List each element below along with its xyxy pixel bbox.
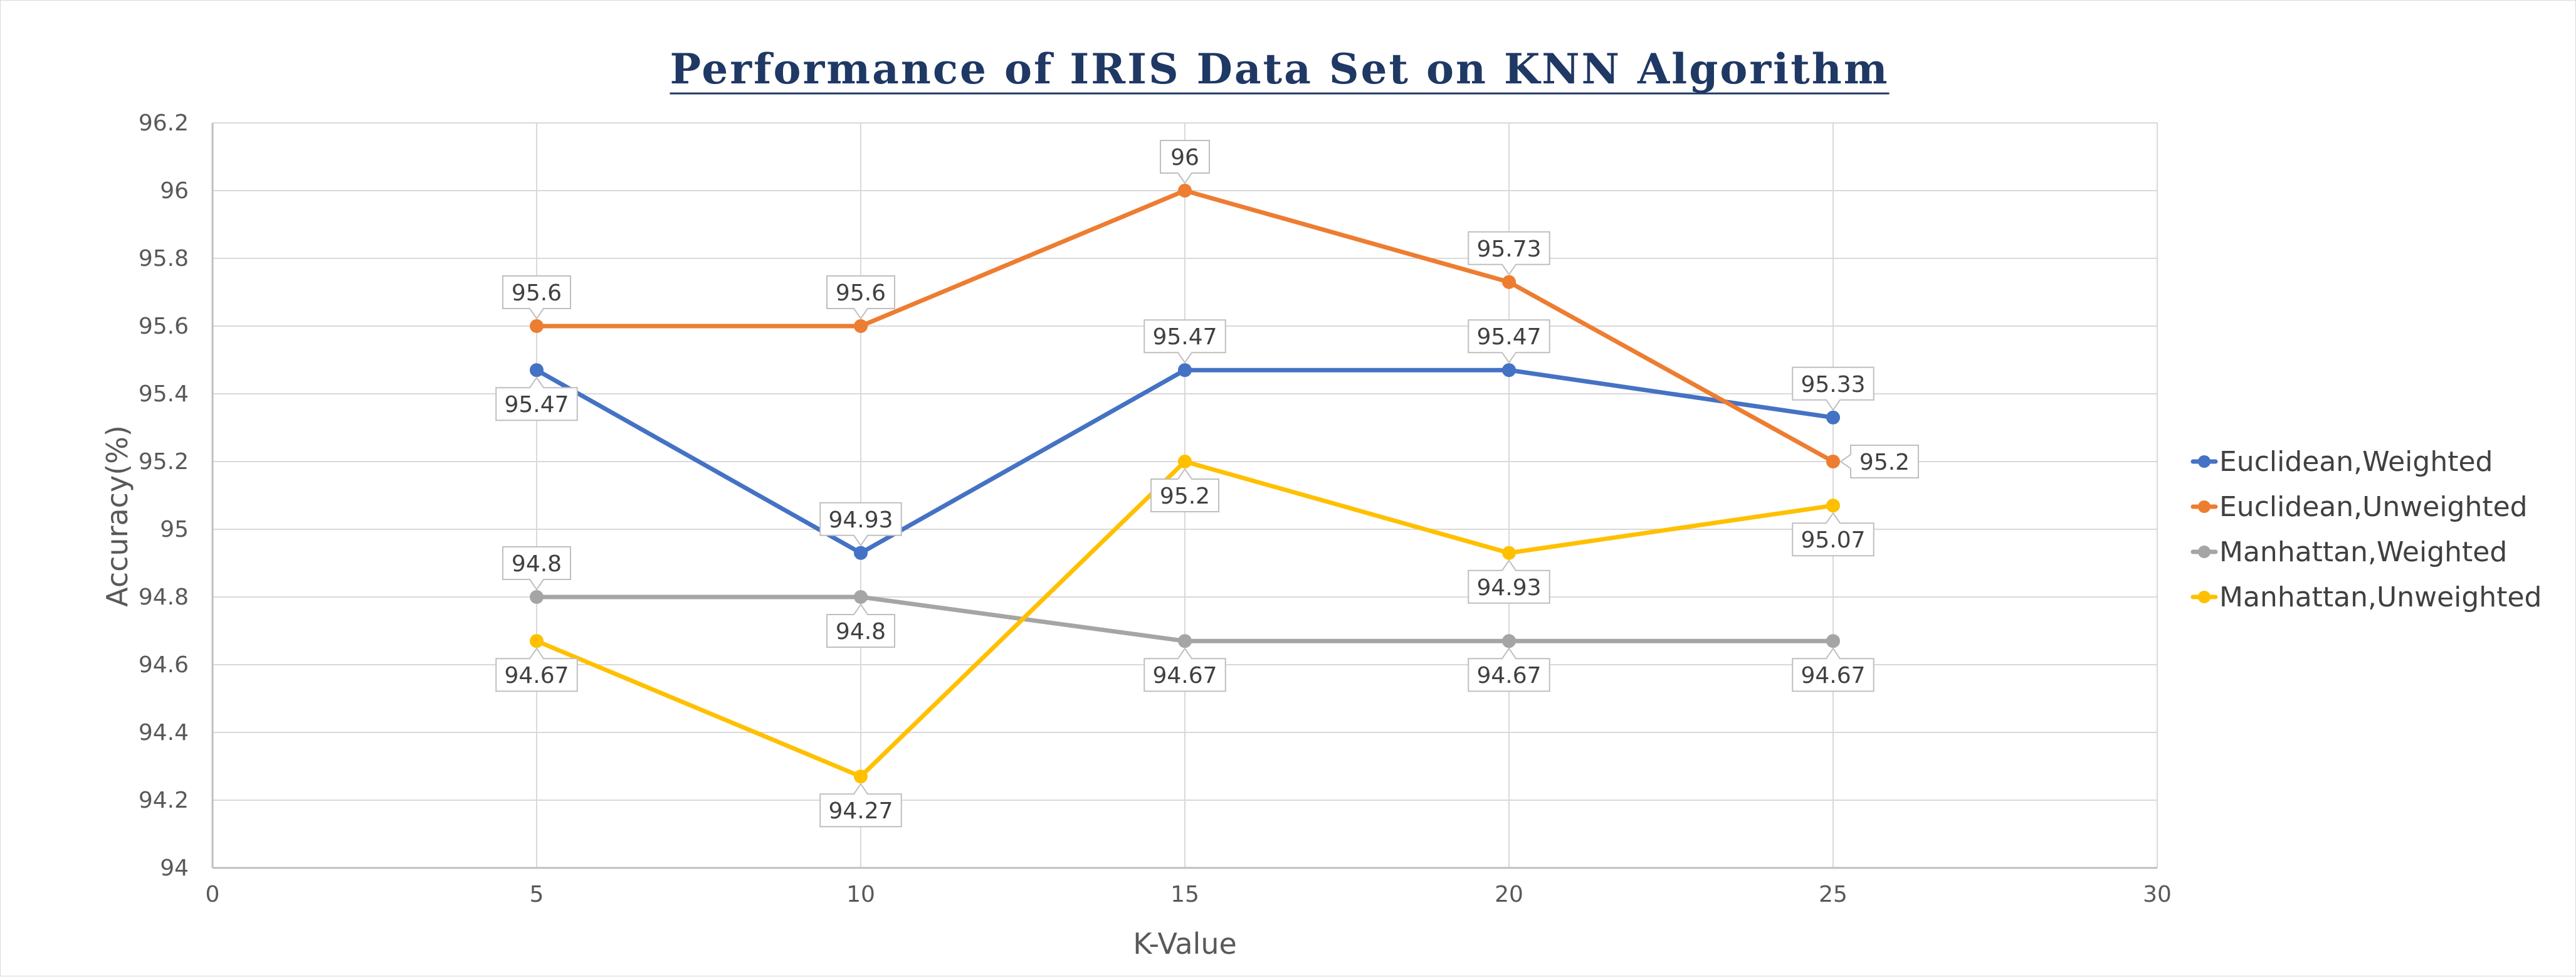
- series-lines: [530, 184, 1840, 784]
- data-label-box: [1468, 647, 1550, 692]
- data-label: 95.2: [1160, 483, 1210, 509]
- data-label-box: [826, 275, 895, 320]
- data-point: [530, 363, 544, 378]
- data-point: [1502, 363, 1516, 378]
- y-tick-label: 94.8: [139, 584, 189, 610]
- x-tick-label: 5: [530, 882, 544, 907]
- legend-marker: [2198, 591, 2211, 603]
- data-point: [854, 546, 868, 560]
- data-label-box: [1792, 647, 1874, 692]
- y-tick-label: 94.2: [139, 788, 189, 813]
- data-point: [854, 769, 868, 784]
- data-label-box: [1160, 140, 1210, 184]
- data-label-box: [1468, 319, 1550, 364]
- data-label-box: [1150, 468, 1219, 512]
- data-label-box: [1468, 559, 1550, 604]
- x-tick-label: 15: [1170, 882, 1199, 907]
- data-label: 94.67: [1801, 663, 1865, 689]
- data-label: 94.67: [1152, 663, 1217, 689]
- data-label: 95.47: [1152, 324, 1217, 350]
- data-point: [1826, 410, 1840, 425]
- legend-label: Manhattan,Unweighted: [2219, 581, 2542, 613]
- data-point: [1178, 184, 1192, 198]
- data-label-box: [819, 783, 902, 828]
- data-point: [530, 634, 544, 648]
- data-label: 95.47: [504, 392, 569, 418]
- legend-label: Euclidean,Weighted: [2219, 446, 2493, 478]
- data-label-box: [495, 376, 578, 421]
- y-tick-label: 95: [160, 517, 189, 542]
- data-point: [1178, 455, 1192, 468]
- data-label: 94.67: [504, 663, 569, 689]
- legend-marker: [2198, 455, 2211, 468]
- x-tick-label: 20: [1495, 882, 1523, 907]
- data-label: 95.47: [1476, 324, 1541, 350]
- data-label-box: [1792, 366, 1874, 411]
- x-tick-label: 10: [846, 882, 875, 907]
- data-label: 95.6: [512, 280, 562, 306]
- x-axis-title: K-Value: [1133, 927, 1237, 961]
- data-label: 95.6: [836, 280, 886, 306]
- data-point: [1502, 275, 1516, 289]
- legend-label: Euclidean,Unweighted: [2219, 491, 2528, 523]
- data-label-box: [1143, 319, 1226, 364]
- data-label: 94.8: [512, 551, 562, 577]
- y-tick-label: 94.6: [139, 652, 189, 678]
- x-tick-label: 25: [1819, 882, 1848, 907]
- data-label-box: [1468, 231, 1550, 276]
- data-point: [1826, 634, 1840, 648]
- data-label-box: [826, 603, 895, 648]
- data-point: [1502, 634, 1516, 648]
- y-tick-label: 95.4: [139, 381, 189, 407]
- x-tick-label: 0: [206, 882, 220, 907]
- data-point: [854, 590, 868, 604]
- data-label-box: [819, 502, 902, 547]
- legend: Euclidean,Weighted Euclidean,Unweighted Ma…: [2190, 446, 2542, 613]
- data-label: 94.93: [828, 507, 893, 533]
- data-label: 94.8: [836, 619, 886, 645]
- x-tick-label: 30: [2143, 882, 2172, 907]
- legend-marker: [2198, 500, 2211, 513]
- data-point: [1826, 455, 1840, 468]
- y-tick-label: 96.2: [139, 110, 189, 136]
- data-label-box: [502, 546, 571, 591]
- data-label: 95.33: [1801, 372, 1865, 398]
- data-labels: 95.47 94.93 95.47 95.47 95.33 95.6 95.6 96 95.73…: [495, 140, 1919, 828]
- data-label: 94.67: [1476, 663, 1541, 689]
- y-tick-label: 95.2: [139, 449, 189, 475]
- data-label: 94.93: [1476, 575, 1541, 601]
- data-point: [854, 319, 868, 333]
- y-tick-label: 94: [160, 855, 189, 881]
- chart-title: Performance of IRIS Data Set on KNN Algo…: [670, 45, 1889, 93]
- data-label-box: [495, 647, 578, 692]
- y-tick-label: 95.6: [139, 314, 189, 339]
- data-label-box: [1792, 512, 1874, 557]
- axes: 94 94.2 94.4 94.6 94.8 95 95.2 95.4 95.6 95.8 96 96…: [139, 110, 2172, 907]
- y-axis-title: Accuracy(%): [100, 425, 134, 607]
- data-label: 95.73: [1476, 236, 1541, 262]
- data-point: [530, 319, 544, 333]
- data-label: 95.2: [1859, 450, 1910, 475]
- data-point: [530, 590, 544, 604]
- data-label-box: [1839, 445, 1919, 478]
- y-tick-label: 95.8: [139, 246, 189, 272]
- data-label: 96: [1170, 145, 1199, 171]
- data-label-box: [502, 275, 571, 320]
- y-tick-label: 94.4: [139, 720, 189, 746]
- legend-marker: [2198, 546, 2211, 558]
- legend-label: Manhattan,Weighted: [2219, 536, 2507, 568]
- data-point: [1178, 634, 1192, 648]
- data-label: 95.07: [1801, 527, 1865, 553]
- data-label: 94.27: [828, 798, 893, 824]
- y-tick-label: 96: [160, 178, 189, 204]
- data-point: [1826, 499, 1840, 513]
- data-point: [1502, 546, 1516, 560]
- data-point: [1178, 363, 1192, 378]
- data-label-box: [1143, 647, 1226, 692]
